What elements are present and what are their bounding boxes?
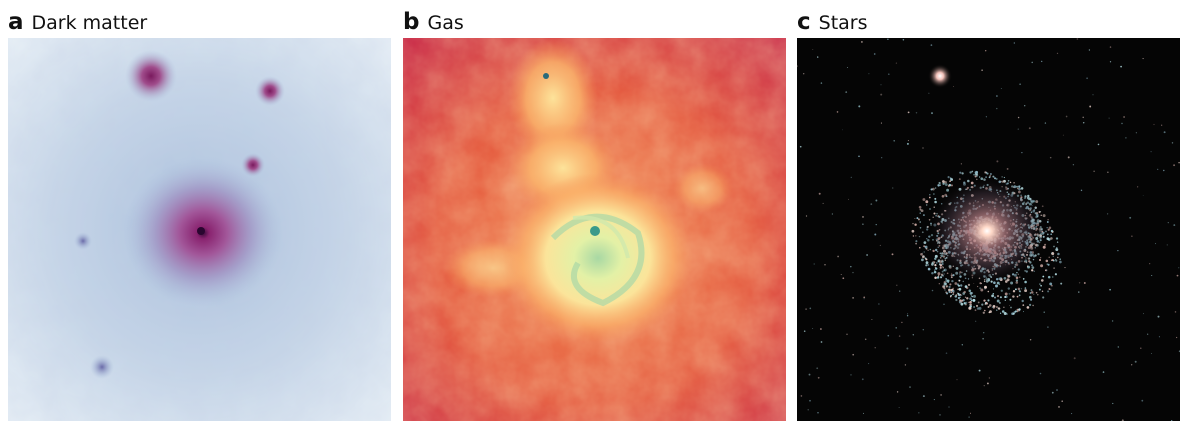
panel-title: Stars (818, 12, 868, 34)
panel-title: Gas (427, 12, 464, 34)
stars-image (797, 38, 1180, 421)
gas-image (403, 38, 786, 421)
panel-stars: c Stars (797, 0, 1180, 422)
panel-caption: b Gas (403, 9, 464, 35)
dark-matter-image (8, 38, 391, 421)
panel-dark-matter: a Dark matter (8, 0, 391, 422)
panel-title: Dark matter (31, 12, 148, 34)
panel-caption: a Dark matter (8, 9, 147, 35)
panel-gas: b Gas (403, 0, 786, 422)
panel-caption: c Stars (797, 9, 868, 35)
panel-letter: a (8, 9, 24, 35)
panel-letter: b (403, 9, 420, 35)
panel-letter: c (797, 9, 811, 35)
